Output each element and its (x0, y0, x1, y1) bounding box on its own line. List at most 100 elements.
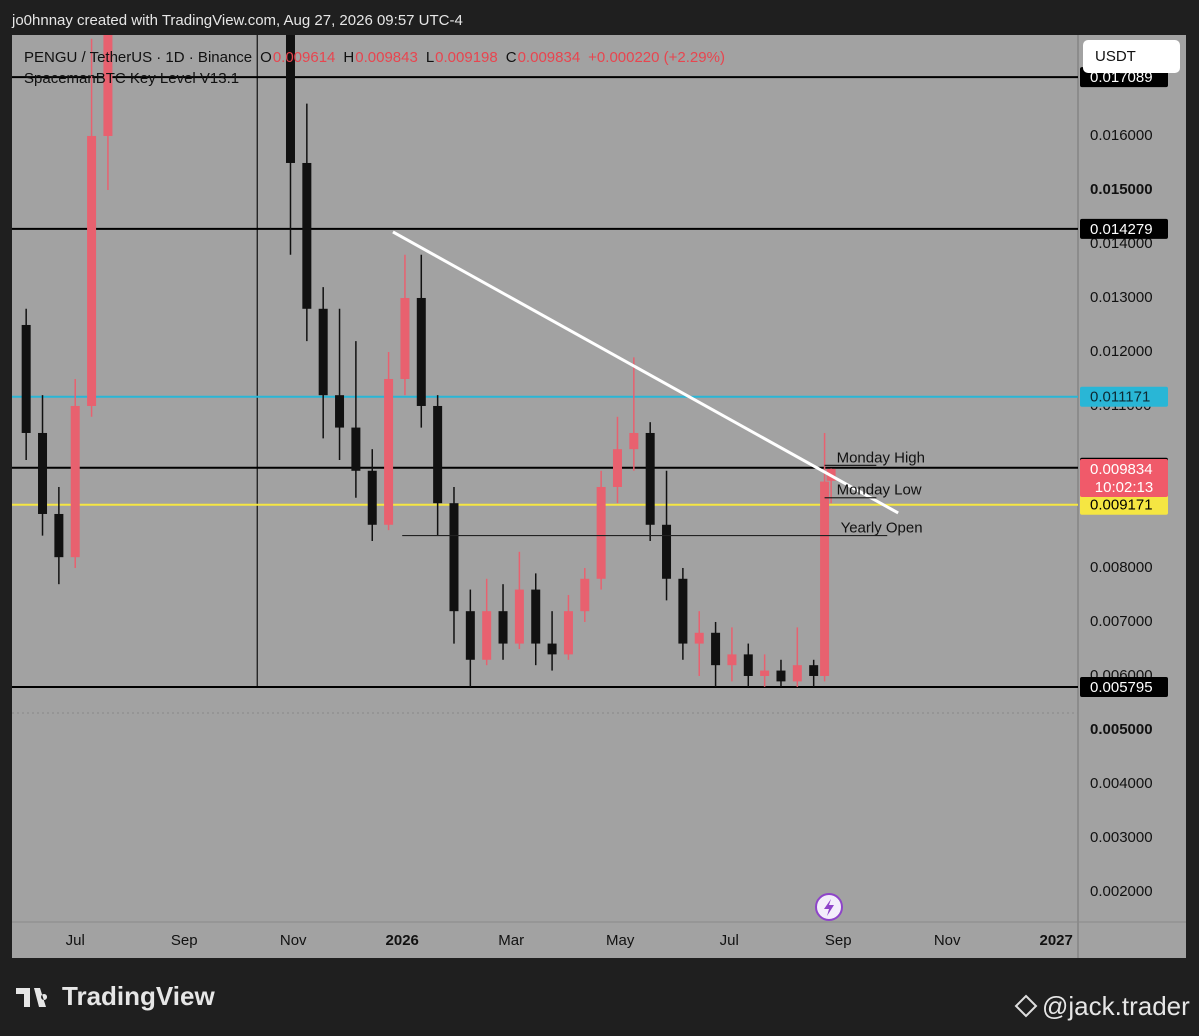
y-tick-label: 0.007000 (1090, 613, 1153, 630)
candle-body (531, 589, 541, 644)
legend-text: 0.009834 (518, 49, 581, 66)
currency-label[interactable]: USDT (1095, 48, 1136, 65)
watermark-icon (1014, 994, 1038, 1018)
legend-text: O (260, 49, 272, 66)
brand-logo: TradingView (16, 981, 215, 1011)
currency-button[interactable] (1083, 40, 1180, 73)
candle-body (367, 470, 377, 525)
countdown: 10:02:13 (1095, 479, 1153, 496)
price-label: 0.009171 (1090, 497, 1153, 514)
x-tick-label: Sep (825, 932, 852, 949)
candle-body (727, 654, 737, 666)
x-tick-label: Mar (498, 932, 524, 949)
candle-body (384, 378, 394, 525)
candle-body (612, 449, 622, 487)
x-tick-label: 2027 (1040, 932, 1073, 949)
candle-body (87, 135, 97, 406)
price-label: 0.014279 (1090, 221, 1153, 238)
brand-name: TradingView (62, 981, 215, 1011)
y-tick-label: 0.013000 (1090, 289, 1153, 306)
candle-body (433, 405, 443, 504)
candle-body (809, 665, 819, 676)
candle-body (711, 632, 721, 666)
price-label: 0.011171 (1090, 389, 1150, 406)
candle-body (580, 578, 590, 612)
annotation-text: Monday High (837, 449, 925, 466)
candle-body (596, 486, 606, 579)
candle-body (302, 162, 312, 309)
candle-body (285, 35, 295, 163)
candle-body (482, 611, 492, 660)
candle-body (449, 503, 459, 612)
candle-body (335, 395, 345, 428)
price-label-box (1080, 386, 1168, 407)
candle-body (563, 611, 573, 655)
y-tick-label: 0.003000 (1090, 829, 1153, 846)
candle-body (21, 324, 31, 433)
candle-body (318, 308, 328, 396)
caption: jo0hnnay created with TradingView.com, A… (11, 12, 463, 29)
candle-body (760, 670, 770, 676)
legend-text: PENGU / TetherUS · 1D · Binance (24, 49, 252, 66)
price-label-box (1080, 677, 1168, 698)
trendline (392, 230, 899, 515)
y-tick-label: 0.014000 (1090, 235, 1153, 252)
legend-text: 0.009843 (355, 49, 418, 66)
price-label: 0.005795 (1090, 679, 1153, 696)
y-tick-label: 0.005000 (1090, 721, 1153, 738)
legend-text: C (506, 49, 517, 66)
candle-body (645, 432, 655, 525)
y-tick-label: 0.008000 (1090, 559, 1153, 576)
axes: 0.016000 0.015000 0.014000 0.013000 0.012000… (24, 49, 1168, 949)
candle-body (400, 297, 410, 379)
candle-body (514, 589, 524, 644)
candle-body (54, 513, 64, 558)
candle-body (351, 427, 361, 471)
candle-body (629, 432, 639, 450)
candle-body (678, 578, 688, 644)
legend-text: 0.009198 (435, 49, 498, 66)
candle-body (694, 632, 704, 644)
x-tick-label: Jul (66, 932, 85, 949)
candle-body (416, 297, 426, 406)
y-tick-label: 0.016000 (1090, 127, 1153, 144)
candle-body (465, 611, 475, 660)
legend-text: H (343, 49, 354, 66)
candle-body (498, 611, 508, 644)
y-tick-label: 0.002000 (1090, 883, 1153, 900)
candle-body (743, 654, 753, 676)
y-tick-label: 0.012000 (1090, 343, 1153, 360)
current-price: 0.009834 (1090, 461, 1153, 478)
candle-body (38, 432, 48, 514)
legend-text: 0.009614 (273, 49, 336, 66)
current-price-box (1080, 458, 1168, 497)
x-tick-label: May (606, 932, 635, 949)
candle-body (662, 524, 672, 579)
price-label: 0.017089 (1090, 69, 1153, 86)
candle-body (70, 405, 80, 558)
y-tick-label: 0.004000 (1090, 775, 1153, 792)
candle-body (792, 665, 802, 682)
candle-body (776, 670, 786, 682)
x-tick-label: Jul (720, 932, 739, 949)
price-label-box (1080, 218, 1168, 239)
legend-text: +0.000220 (+2.29%) (588, 49, 725, 66)
watermark: @jack.trader (1042, 991, 1190, 1021)
y-tick-label: 0.015000 (1090, 181, 1153, 198)
lightning-glyph (824, 899, 834, 916)
x-tick-label: 2026 (386, 932, 419, 949)
annotation-text: Monday Low (837, 482, 922, 499)
x-tick-label: Nov (934, 932, 961, 949)
x-tick-label: Sep (171, 932, 198, 949)
x-tick-label: Nov (280, 932, 307, 949)
candle-body (547, 643, 557, 655)
candle-body (103, 35, 113, 136)
price-label-box (1080, 494, 1168, 515)
plot-area: Monday High Monday Low Yearly Open (12, 35, 1078, 714)
legend-text: L (426, 49, 434, 66)
candle-body (820, 481, 830, 676)
indicator-name: SpacemanBTC Key Level V13.1 (24, 70, 239, 87)
annotation-text: Yearly Open (841, 520, 923, 537)
